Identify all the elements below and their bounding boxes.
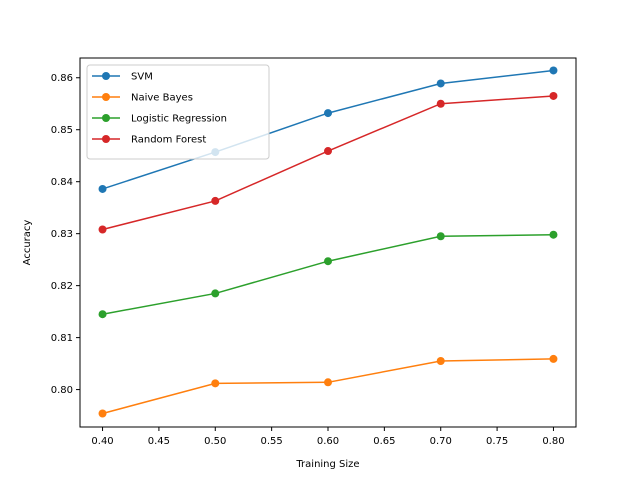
x-tick-label: 0.50 — [204, 436, 226, 447]
data-point-logistic-regression — [549, 230, 558, 239]
data-point-naive-bayes — [436, 356, 445, 365]
y-tick-label: 0.83 — [51, 229, 73, 240]
legend-marker-logistic-regression — [102, 114, 110, 122]
data-point-svm — [98, 184, 107, 193]
data-point-logistic-regression — [98, 310, 107, 319]
y-axis-label: Accuracy — [22, 220, 33, 266]
x-tick-label: 0.75 — [486, 436, 508, 447]
data-point-random-forest — [549, 91, 558, 100]
legend-marker-naive-bayes — [102, 93, 110, 101]
legend-label-naive-bayes: Naive Bayes — [131, 93, 193, 104]
y-tick-label: 0.86 — [51, 73, 73, 84]
data-point-random-forest — [211, 196, 220, 205]
legend-label-logistic-regression: Logistic Regression — [131, 114, 227, 125]
x-tick-label: 0.70 — [430, 436, 452, 447]
data-point-random-forest — [436, 99, 445, 108]
data-point-naive-bayes — [98, 409, 107, 418]
x-axis-label: Training Size — [295, 459, 359, 470]
legend-marker-svm — [102, 72, 110, 80]
y-tick-label: 0.81 — [51, 333, 73, 344]
x-tick-label: 0.65 — [373, 436, 395, 447]
series-layer — [98, 66, 558, 418]
legend-marker-random-forest — [102, 135, 110, 143]
data-point-naive-bayes — [549, 354, 558, 363]
y-axis: 0.80 0.81 0.82 0.83 0.84 0.85 0.86 — [51, 73, 80, 396]
data-point-svm — [436, 79, 445, 88]
legend-box — [86, 64, 270, 160]
data-point-svm — [549, 66, 558, 75]
y-tick-label: 0.82 — [51, 281, 73, 292]
data-point-svm — [324, 109, 332, 118]
x-tick-label: 0.80 — [542, 436, 564, 447]
legend-label-random-forest: Random Forest — [131, 135, 206, 146]
legend: SVM Naive Bayes Logistic Regression Random … — [86, 64, 270, 160]
data-point-naive-bayes — [324, 378, 332, 387]
y-tick-label: 0.85 — [51, 125, 73, 136]
legend-label-svm: SVM — [131, 72, 153, 83]
y-tick-label: 0.80 — [51, 385, 73, 396]
x-tick-label: 0.40 — [91, 436, 113, 447]
data-point-logistic-regression — [211, 289, 220, 298]
data-point-logistic-regression — [436, 232, 445, 241]
x-tick-label: 0.55 — [261, 436, 283, 447]
data-point-naive-bayes — [211, 379, 220, 388]
x-tick-label: 0.45 — [148, 436, 170, 447]
y-tick-label: 0.84 — [51, 177, 73, 188]
x-tick-label: 0.60 — [317, 436, 339, 447]
x-axis: 0.40 0.45 0.50 0.55 0.60 0.65 0.70 0.75 0.80 — [91, 427, 565, 447]
data-point-logistic-regression — [324, 257, 332, 266]
data-point-random-forest — [324, 147, 332, 156]
data-point-random-forest — [98, 225, 107, 234]
